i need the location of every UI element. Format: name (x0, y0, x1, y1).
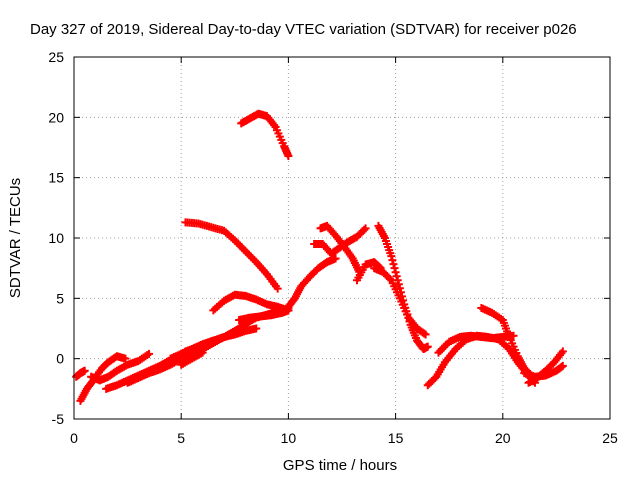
x-tick-label: 25 (602, 430, 618, 446)
y-tick-label: 20 (48, 109, 64, 125)
data-point (198, 348, 207, 357)
x-tick-label: 20 (495, 430, 511, 446)
x-tick-label: 10 (281, 430, 297, 446)
data-point (509, 331, 518, 340)
series-track-t (434, 331, 518, 357)
data-point (390, 264, 399, 273)
data-point (388, 256, 397, 265)
data-point (395, 284, 404, 293)
series-track-r (370, 264, 430, 339)
y-axis-title: SDTVAR / TECUs (7, 178, 24, 298)
series-track-k (181, 218, 282, 293)
data-point (387, 252, 396, 261)
series-track-u (477, 303, 537, 381)
data-point (284, 151, 293, 160)
series-track-i (209, 290, 293, 315)
y-tick-label: 0 (56, 351, 64, 367)
x-axis-title: GPS time / hours (283, 457, 397, 474)
data-point (391, 268, 400, 277)
data-point (423, 342, 432, 351)
series-track-j (235, 306, 293, 325)
chart-title: Day 327 of 2019, Sidereal Day-to-day VTE… (30, 21, 577, 38)
x-tick-label: 5 (177, 430, 185, 446)
series-track-n (316, 221, 364, 276)
y-tick-label: -5 (52, 411, 65, 427)
data-point (121, 354, 130, 363)
series-layer (72, 109, 567, 405)
y-tick-label: 25 (48, 49, 64, 65)
series-track-w (520, 361, 567, 381)
data-point (145, 349, 154, 358)
series-track-o (310, 224, 370, 258)
data-point (80, 366, 89, 375)
x-tick-label: 0 (70, 430, 78, 446)
series-track-a (72, 366, 89, 381)
data-point (392, 272, 401, 281)
data-point (393, 276, 402, 285)
y-tick-label: 5 (56, 290, 64, 306)
ticks: 0 5 10 15 20 25 -5 0 5 10 15 20 25 (48, 49, 618, 446)
data-point (331, 254, 340, 263)
x-tick-label: 15 (388, 430, 404, 446)
y-tick-label: 10 (48, 230, 64, 246)
grid (74, 57, 610, 419)
y-tick-label: 15 (48, 170, 64, 186)
data-point (558, 361, 567, 370)
data-point (394, 280, 403, 289)
series-track-c (87, 349, 154, 385)
data-point (252, 324, 261, 333)
series-track-g (177, 348, 207, 369)
data-point (389, 260, 398, 269)
data-point (421, 330, 430, 339)
data-point (558, 347, 567, 356)
data-point (361, 224, 370, 233)
data-point (273, 284, 282, 293)
series-track-m (284, 254, 340, 311)
series-track-l (237, 109, 293, 160)
